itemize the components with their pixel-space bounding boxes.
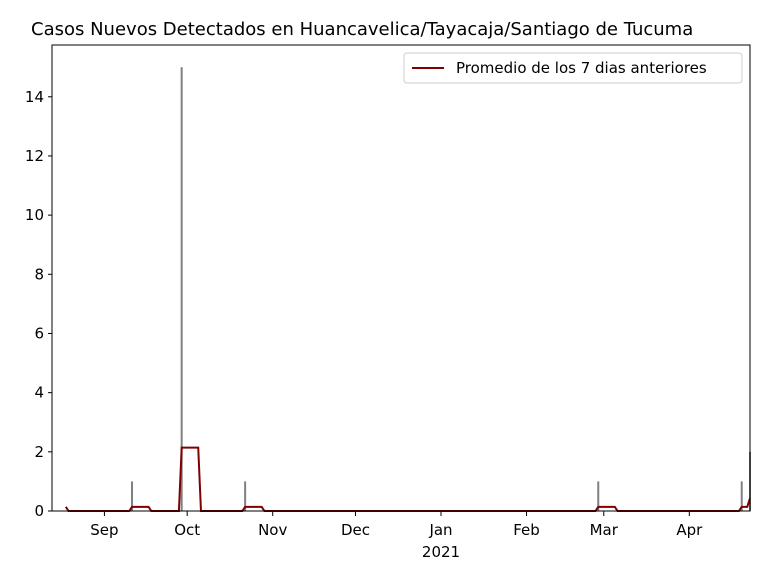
y-tick-label: 10 [25,206,44,224]
y-tick-label: 6 [34,324,44,342]
x-tick-label: Feb [513,521,540,539]
legend-label: Promedio de los 7 dias anteriores [456,59,707,77]
x-tick-label: Sep [90,521,118,539]
y-tick-label: 12 [25,147,44,165]
x-tick-label: Mar [590,521,619,539]
plot-frame [51,44,751,512]
x-axis-sublabel: 2021 [422,543,460,561]
bar [131,481,134,511]
line [64,446,751,512]
y-tick-label: 0 [34,502,44,520]
x-tick-label: Apr [676,521,703,539]
legend-box [403,52,743,84]
y-tick-label: 4 [34,384,44,402]
x-tick-label: Jan [428,521,452,539]
y-tick-label: 14 [25,88,44,106]
bar [740,481,743,511]
y-tick-label: 2 [34,443,44,461]
bar [180,67,183,511]
chart-title: Casos Nuevos Detectados en Huancavelica/… [31,19,693,40]
x-tick-label: Dec [341,521,370,539]
x-tick-label: Oct [174,521,200,539]
bar [244,481,247,511]
y-tick-label: 8 [34,265,44,283]
x-tick-label: Nov [258,521,287,539]
bar [597,481,600,511]
